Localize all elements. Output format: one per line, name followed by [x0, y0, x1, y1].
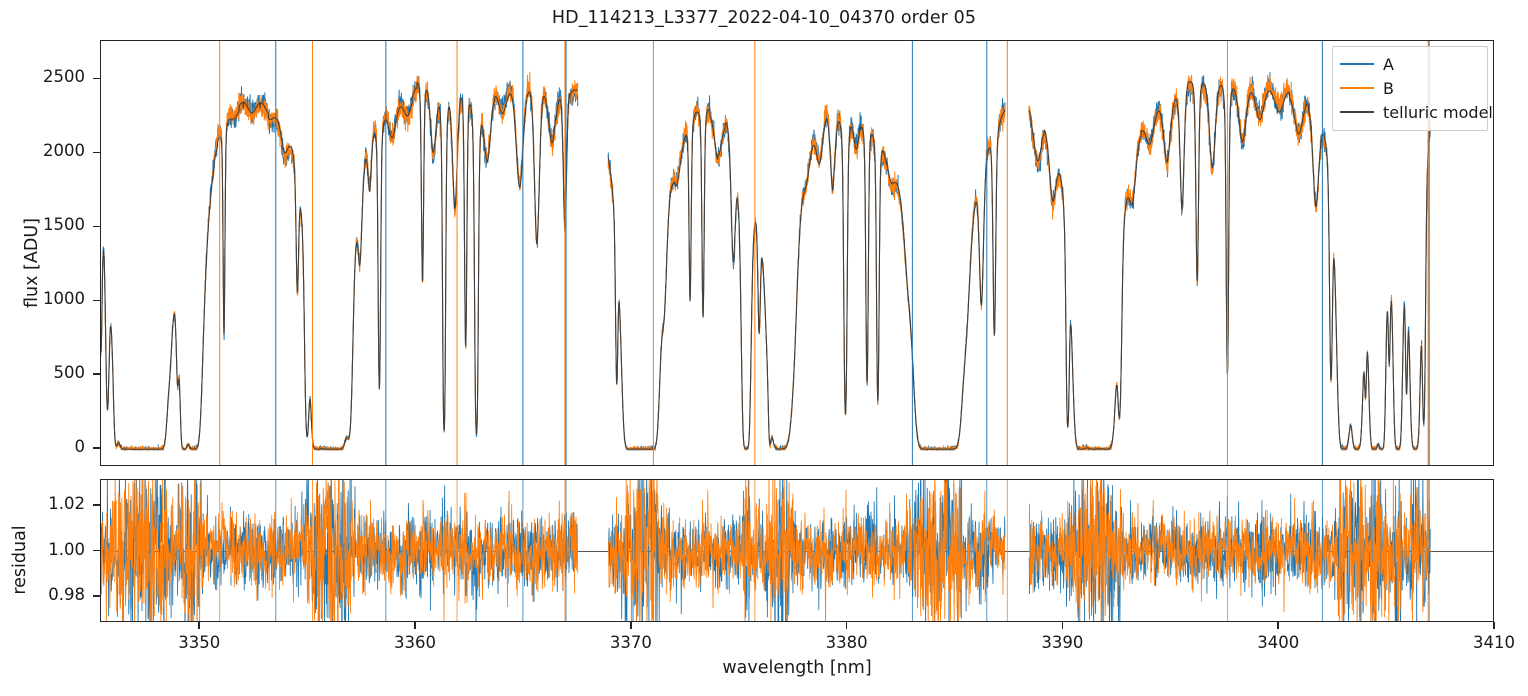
wavelength-tick-mark	[414, 622, 416, 629]
wavelength-axis-label: wavelength [nm]	[722, 658, 872, 678]
legend-label-b: B	[1383, 78, 1394, 98]
wavelength-tick-mark	[1277, 622, 1279, 629]
residual-ytick-mark	[93, 595, 100, 597]
legend-entry-a: A	[1340, 52, 1480, 76]
wavelength-tick-label: 3380	[825, 633, 868, 652]
residual-ytick-mark	[93, 549, 100, 552]
wavelength-tick-label: 3390	[1041, 633, 1084, 652]
flux-ytick-label: 2500	[43, 67, 85, 87]
residual-ytick-mark	[93, 504, 100, 506]
figure-title: HD_114213_L3377_2022-04-10_04370 order 0…	[551, 8, 977, 28]
wavelength-tick-label: 3370	[609, 633, 652, 652]
flux-ytick-mark	[93, 373, 100, 376]
flux-ytick-label: 2000	[43, 141, 85, 161]
wavelength-tick-label: 3350	[178, 633, 221, 652]
legend-swatch-a	[1340, 62, 1374, 66]
flux-ytick-mark	[93, 299, 100, 302]
flux-ytick-label: 1500	[43, 215, 85, 235]
flux-ytick-mark	[93, 151, 100, 154]
wavelength-tick-mark	[1493, 622, 1495, 629]
wavelength-tick-mark	[845, 622, 848, 629]
flux-series-b	[101, 71, 1431, 451]
legend-entry-b: B	[1340, 76, 1480, 100]
wavelength-tick-mark	[630, 622, 632, 629]
flux-ytick-mark	[93, 225, 100, 228]
wavelength-tick-label: 3410	[1473, 633, 1515, 652]
flux-ytick-mark	[93, 77, 100, 80]
residual-ytick-label: 1.00	[48, 539, 85, 559]
flux-panel-axes	[100, 40, 1494, 466]
legend-label-a: A	[1383, 54, 1394, 74]
flux-ytick-label: 0	[74, 437, 86, 457]
wavelength-tick-label: 3400	[1257, 633, 1300, 652]
wavelength-tick-mark	[198, 622, 201, 629]
residual-plot-canvas	[101, 480, 1493, 621]
flux-telluric-model	[101, 81, 1431, 450]
flux-axis-label: flux [ADU]	[22, 218, 42, 308]
wavelength-tick-mark	[1061, 622, 1064, 629]
residual-series-b	[101, 480, 1431, 621]
flux-ytick-label: 500	[53, 363, 86, 383]
wavelength-tick-label: 3360	[394, 633, 437, 652]
flux-ytick-mark	[93, 447, 100, 450]
residual-ytick-label: 1.02	[48, 494, 85, 514]
residual-ytick-label: 0.98	[48, 584, 85, 604]
legend-label-telluric: telluric model	[1383, 102, 1493, 122]
legend-swatch-telluric	[1340, 110, 1374, 114]
legend-swatch-b	[1340, 86, 1374, 90]
legend: A B telluric model	[1332, 46, 1493, 131]
legend-entry-telluric: telluric model	[1340, 100, 1493, 124]
residual-panel-axes	[100, 479, 1494, 622]
flux-plot-canvas	[101, 41, 1431, 465]
flux-series-a	[101, 71, 1431, 451]
flux-ytick-label: 1000	[43, 289, 85, 309]
